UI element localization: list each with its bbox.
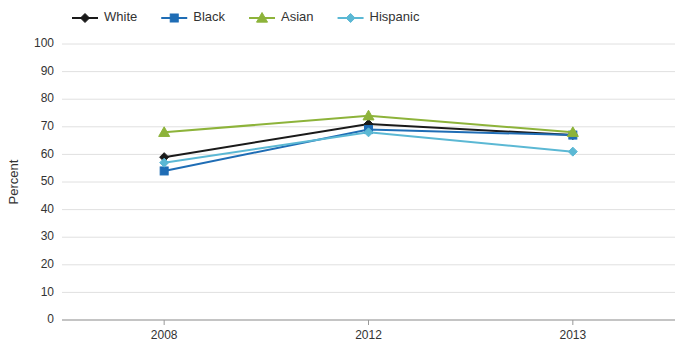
point-marker: [363, 110, 374, 120]
series: [160, 126, 577, 175]
y-tick-label: 30: [41, 229, 55, 243]
x-tick-label: 2013: [559, 328, 586, 342]
legend-marker: [170, 14, 178, 22]
grid-line: [62, 292, 675, 293]
y-tick-label: 60: [41, 147, 55, 161]
y-axis: 0 10 20 30 40 50 60 70 80 90 100: [34, 36, 54, 326]
point-marker: [568, 147, 577, 156]
legend-item: White: [72, 9, 137, 24]
y-tick-label: 90: [41, 64, 55, 78]
series: [159, 110, 579, 136]
x-axis: 2008 2012 2013: [62, 320, 675, 342]
series-line: [164, 124, 573, 157]
series: [160, 120, 578, 162]
plot-area: [159, 110, 579, 175]
chart: 0 10 20 30 40 50 60 70 80 90 100 Percent 2008 2012 201…: [0, 0, 695, 354]
legend-item: Black: [161, 9, 225, 24]
y-tick-label: 0: [47, 312, 54, 326]
grid-line: [62, 264, 675, 265]
legend-marker: [257, 13, 268, 23]
x-tick-label: 2008: [151, 328, 178, 342]
series: [160, 128, 578, 167]
legend-marker: [346, 14, 355, 23]
grid-line: [62, 209, 675, 210]
point-marker: [567, 127, 578, 137]
grid-line: [62, 182, 675, 183]
grid-line: [62, 154, 675, 155]
y-tick-label: 50: [41, 174, 55, 188]
legend-marker: [81, 14, 90, 23]
point-marker: [159, 127, 170, 137]
legend-label: Asian: [281, 9, 314, 24]
chart-container: 0 10 20 30 40 50 60 70 80 90 100 Percent 2008 2012 201…: [0, 0, 695, 354]
legend-label: White: [104, 9, 137, 24]
x-tick: [368, 320, 369, 325]
legend: White Black Asian Hispanic: [72, 9, 420, 24]
x-tick: [572, 320, 573, 325]
legend-label: Hispanic: [370, 9, 420, 24]
x-tick: [164, 320, 165, 325]
grid-line: [62, 99, 675, 100]
point-marker: [160, 167, 168, 175]
point-marker: [364, 128, 373, 137]
point-marker: [160, 158, 169, 167]
y-tick-label: 80: [41, 91, 55, 105]
y-tick-label: 70: [41, 119, 55, 133]
y-grid: [62, 44, 675, 320]
grid-line: [62, 237, 675, 238]
grid-line: [62, 44, 675, 45]
y-tick-label: 20: [41, 257, 55, 271]
legend-item: Hispanic: [338, 9, 420, 24]
x-tick-label: 2012: [355, 328, 382, 342]
grid-line: [62, 71, 675, 72]
y-tick-label: 10: [41, 285, 55, 299]
legend-item: Asian: [249, 9, 314, 24]
legend-label: Black: [193, 9, 225, 24]
y-axis-label: Percent: [6, 159, 21, 204]
y-tick-label: 40: [41, 202, 55, 216]
y-tick-label: 100: [34, 36, 54, 50]
